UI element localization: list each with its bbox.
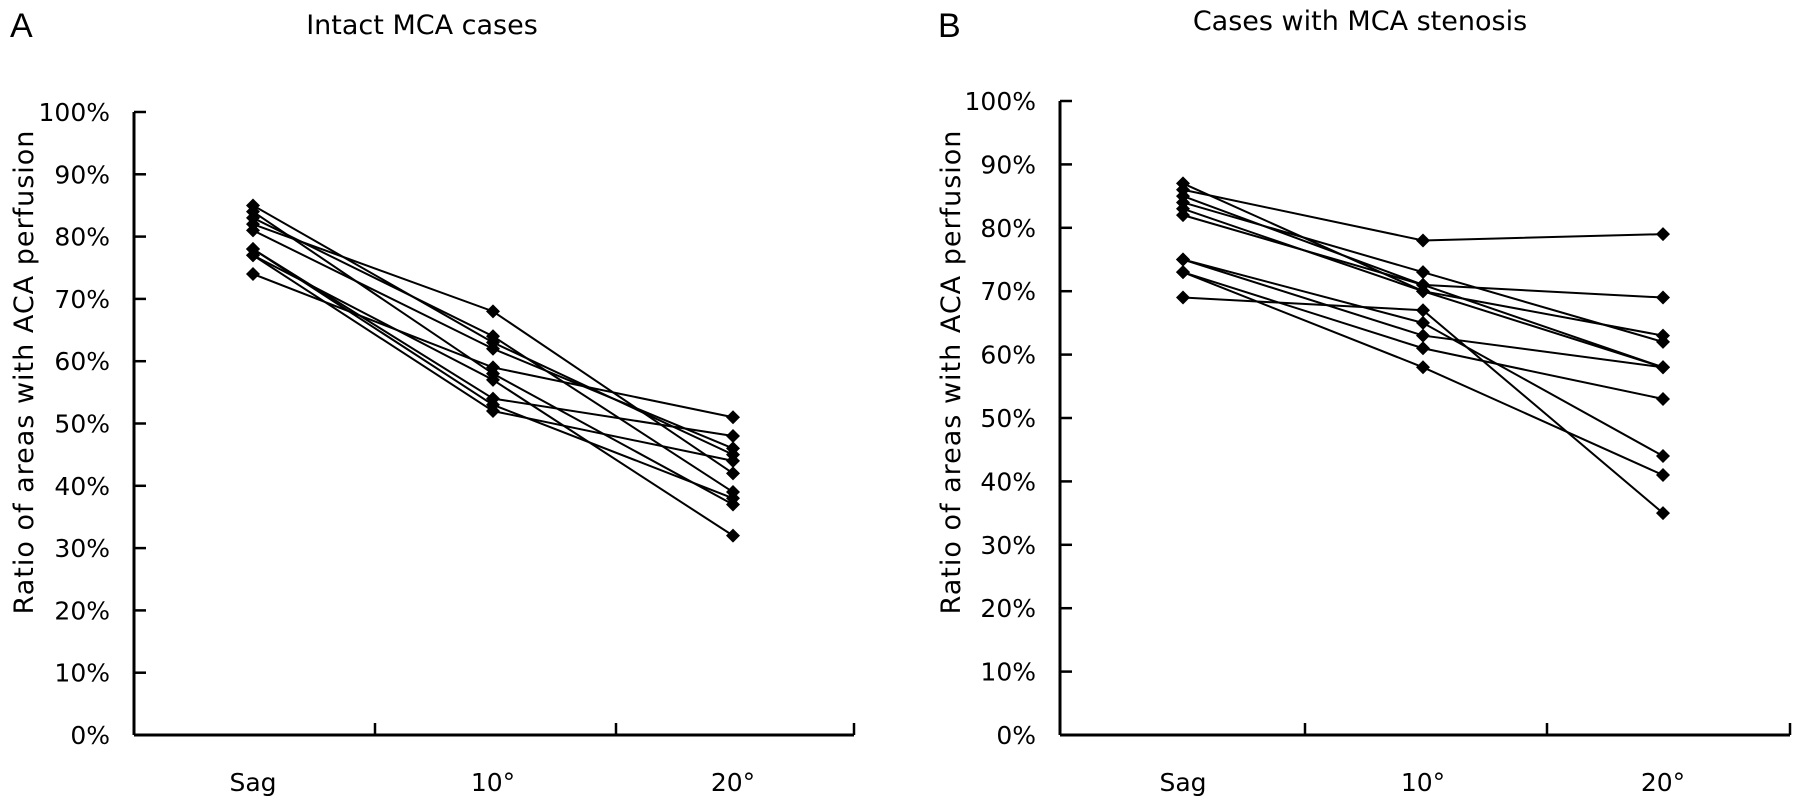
data-point-marker xyxy=(1176,265,1190,280)
panel-a: A Intact MCA cases Ratio of areas with A… xyxy=(9,7,856,797)
y-axis-label: Ratio of areas with ACA perfusion xyxy=(936,130,967,615)
chart-title: Intact MCA cases xyxy=(306,10,538,41)
x-tick-label: Sag xyxy=(229,768,276,797)
data-point-marker xyxy=(486,341,500,356)
x-tick-label: 20° xyxy=(711,768,755,797)
y-tick-label: 100% xyxy=(39,98,110,127)
y-tick-label: 0% xyxy=(70,721,110,750)
data-point-marker xyxy=(1416,277,1430,292)
y-tick-label: 70% xyxy=(54,285,110,314)
series-group xyxy=(1176,176,1670,521)
data-point-marker xyxy=(726,410,740,425)
panel-label: B xyxy=(938,7,961,45)
y-tick-label: 50% xyxy=(980,404,1036,433)
y-tick-label: 30% xyxy=(980,531,1036,560)
y-tick-label: 10% xyxy=(54,659,110,688)
data-point-marker xyxy=(486,397,500,412)
y-tick-label: 50% xyxy=(54,410,110,439)
x-tick-label: 10° xyxy=(471,768,515,797)
y-tick-label: 20% xyxy=(980,594,1036,623)
y-tick-label: 60% xyxy=(54,347,110,376)
data-point-marker xyxy=(486,329,500,344)
data-point-marker xyxy=(726,428,740,443)
data-point-marker xyxy=(1656,227,1670,242)
y-tick-label: 40% xyxy=(54,472,110,501)
y-tick-label: 100% xyxy=(965,87,1036,116)
x-tick-label: 10° xyxy=(1401,768,1445,797)
data-point-marker xyxy=(246,242,260,257)
y-tick-label: 80% xyxy=(980,214,1036,243)
data-point-marker xyxy=(1176,208,1190,223)
data-point-marker xyxy=(1176,290,1190,305)
data-point-marker xyxy=(246,266,260,281)
data-point-marker xyxy=(486,304,500,319)
series-line xyxy=(252,210,734,506)
chart-title: Cases with MCA stenosis xyxy=(1193,6,1527,37)
y-tick-label: 80% xyxy=(54,223,110,252)
data-point-marker xyxy=(1656,506,1670,521)
x-ticks: Sag 10° 20° xyxy=(229,723,856,797)
x-ticks: Sag 10° 20° xyxy=(1159,723,1792,797)
data-point-marker xyxy=(726,453,740,468)
y-tick-label: 40% xyxy=(980,467,1036,496)
y-tick-label: 20% xyxy=(54,596,110,625)
data-point-marker xyxy=(1416,360,1430,375)
y-tick-label: 90% xyxy=(54,160,110,189)
data-point-marker xyxy=(1656,290,1670,305)
y-tick-label: 30% xyxy=(54,534,110,563)
data-point-marker xyxy=(1656,449,1670,464)
data-point-marker xyxy=(1656,328,1670,343)
y-ticks: 0% 10% 20% 30% 40% 50% 60% 70% 80% 90% 100% xyxy=(39,98,146,750)
y-axis-label: Ratio of areas with ACA perfusion xyxy=(9,130,40,615)
data-point-marker xyxy=(726,466,740,481)
y-tick-label: 10% xyxy=(980,658,1036,687)
data-point-marker xyxy=(1656,360,1670,375)
data-point-marker xyxy=(1416,328,1430,343)
data-point-marker xyxy=(1416,233,1430,248)
x-tick-label: 20° xyxy=(1641,768,1685,797)
panel-label: A xyxy=(10,7,33,45)
data-point-marker xyxy=(726,491,740,506)
x-tick-label: Sag xyxy=(1159,768,1206,797)
data-point-marker xyxy=(486,372,500,387)
data-point-marker xyxy=(1656,391,1670,406)
y-tick-label: 60% xyxy=(980,341,1036,370)
data-point-marker xyxy=(1416,341,1430,356)
panel-b: B Cases with MCA stenosis Ratio of areas… xyxy=(936,6,1792,797)
data-point-marker xyxy=(246,223,260,238)
data-point-marker xyxy=(1416,265,1430,280)
data-point-marker xyxy=(486,360,500,375)
y-ticks: 0% 10% 20% 30% 40% 50% 60% 70% 80% 90% 100% xyxy=(965,87,1072,750)
y-tick-label: 70% xyxy=(980,277,1036,306)
y-tick-label: 90% xyxy=(980,150,1036,179)
series-line xyxy=(252,254,734,462)
data-point-marker xyxy=(726,528,740,543)
data-point-marker xyxy=(1656,468,1670,483)
data-point-marker xyxy=(726,441,740,456)
data-point-marker xyxy=(1176,252,1190,267)
data-point-marker xyxy=(1416,303,1430,318)
data-point-marker xyxy=(1416,315,1430,330)
series-group xyxy=(246,198,740,543)
y-tick-label: 0% xyxy=(996,721,1036,750)
